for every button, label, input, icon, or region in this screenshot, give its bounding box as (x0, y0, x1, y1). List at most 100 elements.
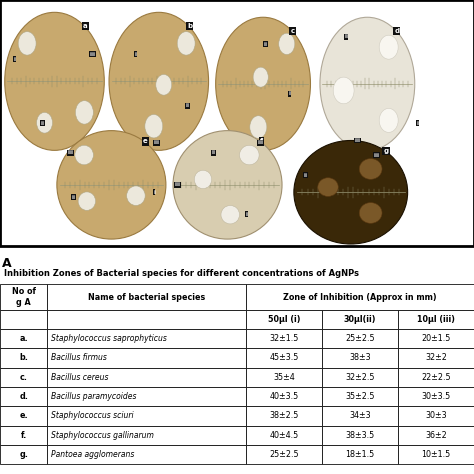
Text: i: i (246, 212, 247, 217)
Bar (322, 329, 398, 348)
Text: 35±4: 35±4 (273, 373, 295, 382)
Ellipse shape (36, 112, 53, 133)
Ellipse shape (253, 67, 268, 87)
Text: iii: iii (355, 138, 361, 143)
Text: 32±1.5: 32±1.5 (270, 334, 299, 343)
Bar (47, 426, 246, 445)
Text: ii: ii (41, 121, 45, 126)
Ellipse shape (75, 100, 93, 124)
Text: 32±2: 32±2 (425, 353, 447, 362)
Ellipse shape (294, 140, 408, 244)
Text: 50µl (i): 50µl (i) (268, 315, 301, 324)
Text: 30±3: 30±3 (425, 411, 447, 420)
Text: Zone of Inhibition (Approx in mm): Zone of Inhibition (Approx in mm) (283, 292, 437, 301)
Text: f.: f. (20, 431, 27, 440)
Bar (322, 445, 398, 464)
Bar (47, 387, 246, 406)
Bar (322, 367, 398, 387)
Text: 32±2.5: 32±2.5 (346, 373, 375, 382)
Ellipse shape (173, 131, 282, 239)
Bar (47, 367, 246, 387)
Ellipse shape (156, 74, 172, 95)
Text: 34±3: 34±3 (349, 411, 371, 420)
Bar (47, 329, 246, 348)
Ellipse shape (279, 33, 295, 55)
Bar (322, 426, 398, 445)
Ellipse shape (18, 32, 36, 55)
Text: d: d (394, 27, 399, 34)
Text: i: i (288, 91, 290, 96)
Text: No of
g A: No of g A (12, 287, 36, 307)
Text: 36±2: 36±2 (425, 431, 447, 440)
Text: 40±4.5: 40±4.5 (270, 431, 299, 440)
Text: A: A (2, 257, 12, 270)
Text: 22±2.5: 22±2.5 (421, 373, 451, 382)
Text: 18±1.5: 18±1.5 (346, 450, 375, 459)
Text: iii: iii (154, 140, 159, 146)
Text: iii: iii (175, 182, 181, 187)
Text: e: e (143, 138, 147, 145)
Text: ii: ii (185, 103, 189, 109)
Text: g.: g. (19, 450, 28, 459)
Text: i: i (13, 57, 15, 62)
Text: Staphylococcus sciuri: Staphylococcus sciuri (51, 411, 134, 420)
Bar (322, 348, 398, 367)
Bar (0, 284, 47, 310)
Text: 38±3.5: 38±3.5 (346, 431, 375, 440)
Text: g: g (383, 148, 389, 154)
Text: ii: ii (264, 42, 267, 47)
Text: 10µl (iii): 10µl (iii) (417, 315, 455, 324)
Text: ii: ii (211, 150, 215, 155)
Ellipse shape (333, 77, 354, 104)
Text: iii: iii (374, 153, 380, 158)
Bar (322, 387, 398, 406)
Text: 25±2.5: 25±2.5 (270, 450, 299, 459)
Ellipse shape (359, 202, 382, 223)
Ellipse shape (109, 12, 209, 150)
Bar (47, 445, 246, 464)
Text: b.: b. (19, 353, 28, 362)
Text: b: b (187, 23, 192, 29)
Bar (0, 310, 47, 329)
Ellipse shape (75, 145, 93, 165)
Bar (47, 406, 246, 426)
Ellipse shape (250, 116, 267, 138)
Text: c: c (291, 27, 294, 34)
Bar (0, 445, 47, 464)
Bar (322, 310, 398, 329)
Bar (47, 348, 246, 367)
Text: Bacillus paramycoides: Bacillus paramycoides (51, 392, 137, 401)
Text: iii: iii (258, 140, 264, 146)
Ellipse shape (127, 186, 145, 205)
Bar (0, 406, 47, 426)
Text: ii: ii (344, 35, 348, 39)
Text: c.: c. (20, 373, 27, 382)
Ellipse shape (177, 32, 195, 55)
Bar (398, 329, 474, 348)
Text: e.: e. (19, 411, 28, 420)
Ellipse shape (379, 109, 398, 132)
Bar (47, 284, 246, 310)
Ellipse shape (379, 35, 398, 59)
Text: 10±1.5: 10±1.5 (421, 450, 451, 459)
Bar (398, 445, 474, 464)
Ellipse shape (5, 12, 104, 150)
Text: i: i (134, 52, 136, 57)
Ellipse shape (320, 17, 415, 150)
Text: 30±3.5: 30±3.5 (421, 392, 451, 401)
Text: 30µl(ii): 30µl(ii) (344, 315, 376, 324)
Ellipse shape (194, 170, 212, 189)
Text: Bacillus cereus: Bacillus cereus (51, 373, 109, 382)
Text: f: f (260, 138, 263, 145)
Bar (246, 426, 322, 445)
Bar (246, 367, 322, 387)
Bar (398, 348, 474, 367)
Text: 20±1.5: 20±1.5 (421, 334, 451, 343)
Text: 35±2.5: 35±2.5 (346, 392, 375, 401)
Bar (0, 387, 47, 406)
Text: Staphylococcus saprophyticus: Staphylococcus saprophyticus (51, 334, 167, 343)
Text: i: i (416, 121, 418, 126)
Text: i: i (153, 190, 155, 195)
Text: ii: ii (304, 173, 308, 177)
Text: 45±3.5: 45±3.5 (270, 353, 299, 362)
